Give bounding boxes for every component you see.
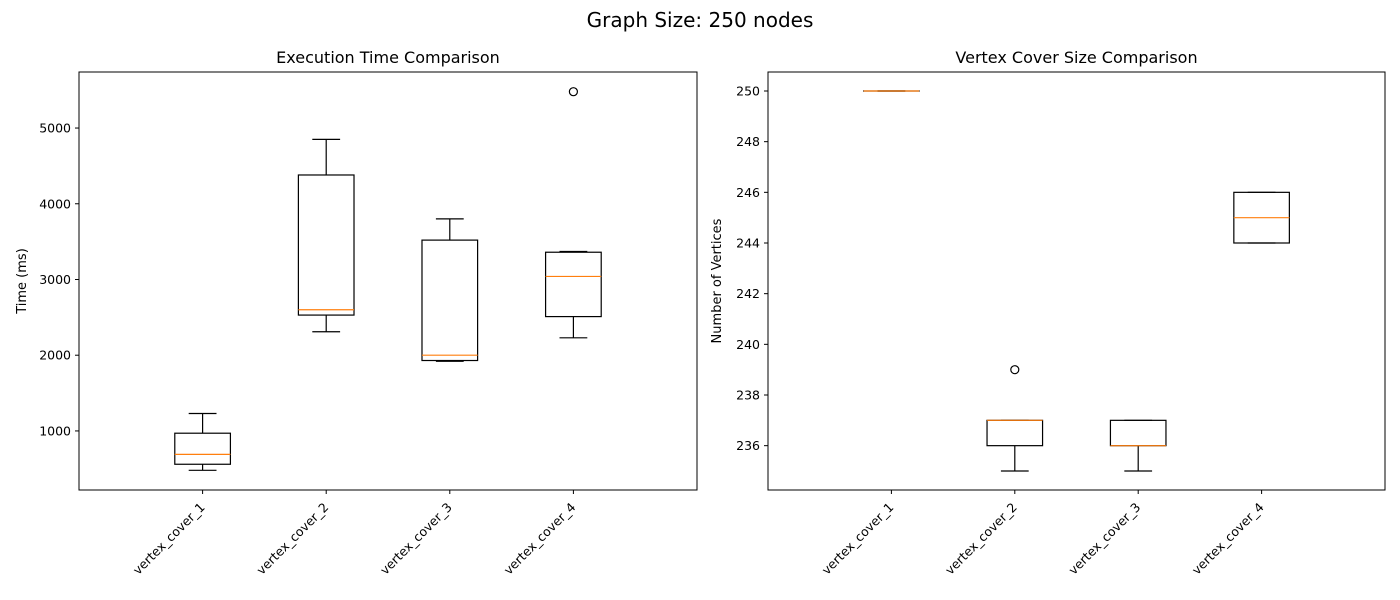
p1-box [297,174,355,316]
p2-ytick-label: 238 [736,388,760,403]
figure-suptitle: Graph Size: 250 nodes [586,8,814,32]
p2-box [1109,419,1167,447]
p2-xtick-label: vertex_cover_2 [942,500,1020,578]
p1-box [421,239,479,362]
p1-ytick-label: 4000 [39,196,71,211]
p1-ytick-label: 3000 [39,272,71,287]
p2-xtick-label: vertex_cover_4 [1189,499,1267,577]
p1-axes-frame [78,71,698,491]
p2-xtick-label: vertex_cover_1 [819,500,897,578]
p2-ytick-label: 240 [736,337,760,352]
p2-ytick-label: 248 [736,134,760,149]
p1-ytick-label: 1000 [39,423,71,438]
p1-xtick-label: vertex_cover_1 [130,500,208,578]
p1-box [174,432,232,465]
p1-xtick-label: vertex_cover_2 [253,500,331,578]
p2-ytick-label: 244 [736,236,760,251]
p1-ytick-label: 2000 [39,348,71,363]
p2-xtick-label: vertex_cover_3 [1065,500,1143,578]
p2-ylabel: Number of Vertices [710,218,725,343]
p1-ytick-label: 5000 [39,121,71,136]
p1-box [544,251,602,318]
p2-outlier [1010,365,1020,375]
p1-xtick-label: vertex_cover_3 [377,500,455,578]
p2-axes-frame [767,71,1386,491]
p1-xtick-label: vertex_cover_4 [501,499,579,577]
p2-box [986,419,1044,447]
p1-outlier [568,87,579,97]
p1-title: Execution Time Comparison [276,48,500,67]
p2-ytick-label: 246 [736,185,760,200]
p2-ytick-label: 242 [736,286,760,301]
p1-ylabel: Time (ms) [15,248,30,315]
p2-ytick-label: 250 [736,84,760,99]
p2-ytick-label: 236 [736,438,760,453]
p2-title: Vertex Cover Size Comparison [955,48,1197,67]
